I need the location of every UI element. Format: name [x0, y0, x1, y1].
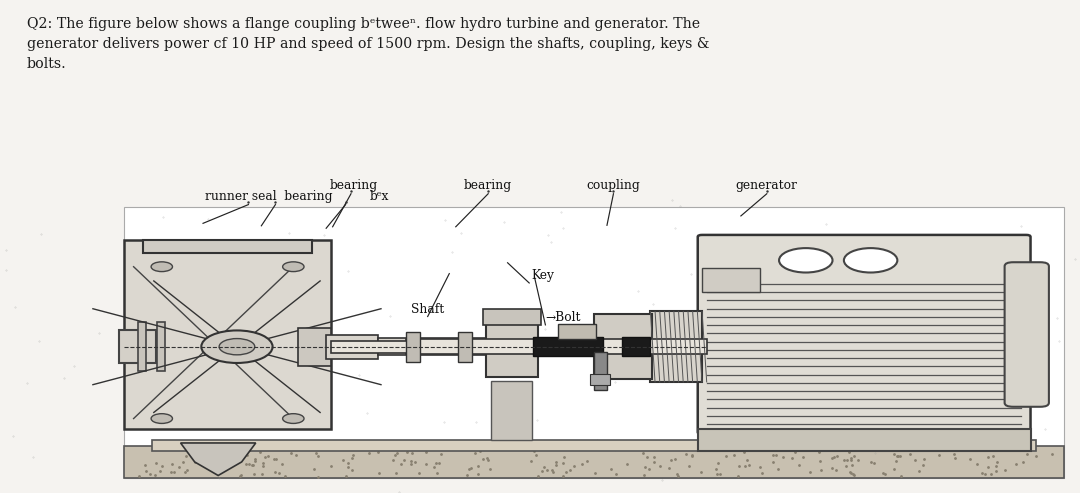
Text: bᵉx: bᵉx	[369, 190, 389, 203]
Circle shape	[151, 414, 173, 423]
FancyBboxPatch shape	[590, 374, 610, 385]
FancyBboxPatch shape	[152, 440, 1036, 451]
FancyBboxPatch shape	[594, 314, 652, 379]
Text: →Bolt: →Bolt	[545, 311, 581, 324]
Circle shape	[151, 262, 173, 272]
Text: Shaft: Shaft	[411, 303, 444, 316]
Circle shape	[283, 414, 305, 423]
FancyBboxPatch shape	[650, 312, 702, 382]
FancyBboxPatch shape	[594, 352, 607, 390]
Text: runner seal  bearing: runner seal bearing	[205, 190, 333, 203]
Circle shape	[219, 339, 255, 355]
Circle shape	[779, 248, 833, 273]
FancyBboxPatch shape	[458, 332, 472, 362]
FancyBboxPatch shape	[483, 309, 541, 325]
Text: bearing: bearing	[330, 179, 378, 192]
FancyBboxPatch shape	[124, 240, 330, 429]
FancyBboxPatch shape	[406, 332, 420, 362]
FancyBboxPatch shape	[622, 337, 650, 356]
FancyBboxPatch shape	[406, 339, 706, 354]
FancyBboxPatch shape	[326, 335, 378, 359]
FancyBboxPatch shape	[143, 240, 312, 253]
FancyBboxPatch shape	[698, 235, 1030, 434]
FancyBboxPatch shape	[138, 322, 146, 371]
FancyBboxPatch shape	[486, 317, 538, 377]
Circle shape	[283, 262, 305, 272]
Text: Q2: The figure below shows a flange coupling bᵉtweeⁿ. flow hydro turbine and gen: Q2: The figure below shows a flange coup…	[27, 17, 710, 71]
FancyBboxPatch shape	[119, 330, 157, 363]
Text: bearing: bearing	[464, 179, 512, 192]
Circle shape	[843, 248, 897, 273]
FancyBboxPatch shape	[532, 337, 604, 356]
FancyBboxPatch shape	[157, 322, 164, 371]
FancyBboxPatch shape	[378, 338, 486, 355]
Circle shape	[201, 330, 272, 363]
FancyBboxPatch shape	[124, 446, 1064, 478]
FancyBboxPatch shape	[698, 429, 1030, 451]
FancyBboxPatch shape	[298, 328, 330, 366]
Text: coupling: coupling	[586, 179, 640, 192]
FancyBboxPatch shape	[330, 341, 416, 352]
FancyBboxPatch shape	[702, 268, 760, 291]
Text: generator: generator	[735, 179, 798, 192]
FancyBboxPatch shape	[558, 324, 596, 339]
Text: Key: Key	[531, 269, 554, 282]
Polygon shape	[180, 443, 256, 475]
FancyBboxPatch shape	[1004, 262, 1049, 407]
FancyBboxPatch shape	[124, 207, 1064, 478]
FancyBboxPatch shape	[491, 381, 532, 440]
